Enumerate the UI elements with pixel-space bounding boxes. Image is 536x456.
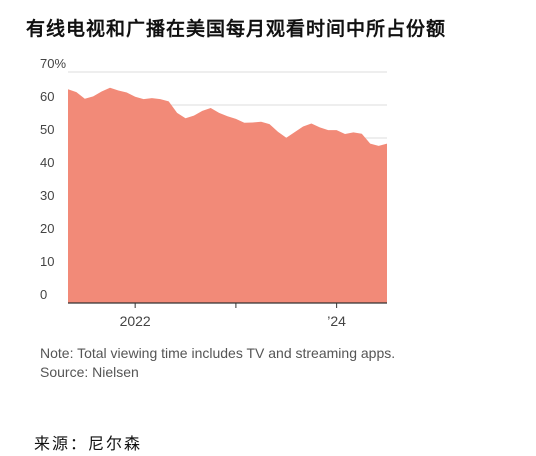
note-text: Note: Total viewing time includes TV and…: [40, 345, 396, 361]
y-tick-label: 50: [40, 122, 54, 137]
y-tick-label: 40: [40, 155, 54, 170]
x-tick-label: ’24: [327, 313, 346, 329]
source-cn: 来源：尼尔森: [34, 434, 143, 453]
chart-footnote: Note: Total viewing time includes TV and…: [40, 344, 400, 382]
y-tick-label: 70%: [40, 56, 66, 71]
area-layer: [68, 87, 387, 303]
y-axis-ticks: 70% 60 50 40 30 20 10 0: [40, 56, 66, 302]
series-area: [68, 87, 387, 303]
source-text: Source: Nielsen: [40, 364, 139, 380]
chart-title: 有线电视和广播在美国每月观看时间中所占份额: [26, 18, 447, 40]
y-tick-label: 20: [40, 221, 54, 236]
y-tick-label: 60: [40, 89, 54, 104]
area-chart: 70% 60 50 40 30 20 10 0 2022 ’24: [40, 56, 387, 329]
y-tick-label: 30: [40, 188, 54, 203]
x-tick-label: 2022: [120, 313, 151, 329]
x-axis-ticks: 2022 ’24: [120, 303, 346, 329]
y-tick-label: 0: [40, 287, 47, 302]
y-tick-label: 10: [40, 254, 54, 269]
